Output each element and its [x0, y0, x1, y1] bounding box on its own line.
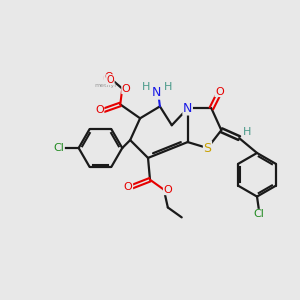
Text: O: O — [104, 72, 113, 82]
Text: N: N — [151, 86, 160, 99]
Text: O: O — [122, 84, 130, 94]
Text: O: O — [164, 184, 172, 195]
Text: O: O — [103, 74, 110, 84]
Text: H: H — [243, 127, 251, 137]
Text: O: O — [106, 75, 114, 85]
Text: O: O — [215, 86, 224, 97]
Text: H: H — [142, 82, 150, 92]
Text: Cl: Cl — [53, 143, 64, 153]
Text: Cl: Cl — [254, 209, 264, 219]
Text: N: N — [183, 102, 192, 115]
Text: O: O — [95, 105, 104, 116]
Text: H: H — [164, 82, 172, 92]
Text: S: S — [203, 142, 211, 154]
Text: O: O — [124, 182, 133, 192]
Text: methyl: methyl — [94, 82, 116, 88]
Text: O: O — [104, 72, 113, 82]
